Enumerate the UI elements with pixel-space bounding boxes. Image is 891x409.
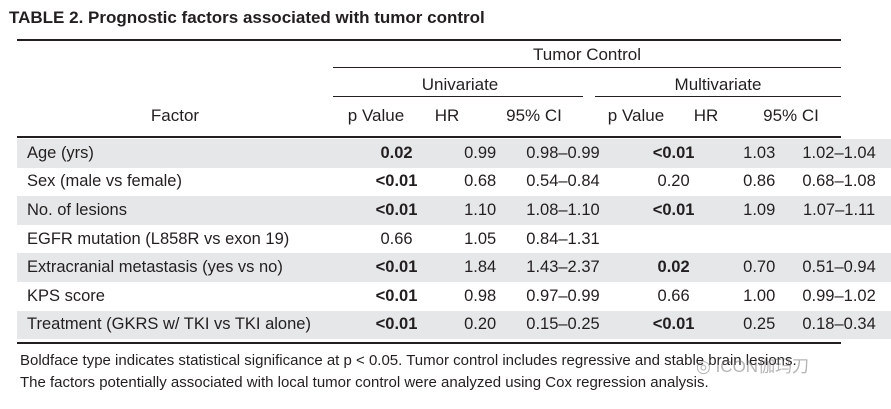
univariate-ci-cell: 0.98–0.99	[510, 139, 616, 168]
univariate-p-cell: 0.02	[342, 139, 451, 168]
table-title: TABLE 2. Prognostic factors associated w…	[9, 8, 485, 27]
multivariate-header: Multivariate	[674, 75, 762, 94]
univariate-ci-cell: 0.54–0.84	[526, 172, 600, 191]
univariate-hr-cell: 0.68	[464, 172, 497, 191]
table-row: Sex (male vs female) <0.01 0.68 0.54–0.8…	[17, 168, 891, 197]
univariate-ci-cell: 1.08–1.10	[510, 196, 616, 225]
univariate-p-cell: <0.01	[342, 253, 451, 282]
univariate-ci-cell: 1.43–2.37	[510, 253, 616, 282]
factor-cell: No. of lesions	[17, 196, 343, 225]
factor-cell: Extracranial metastasis (yes vs no)	[17, 253, 343, 282]
univariate-p-cell: <0.01	[375, 172, 418, 191]
multivariate-hr-cell: 0.86	[743, 172, 776, 191]
factor-cell: Age (yrs)	[17, 139, 343, 168]
multivariate-p-cell: 0.20	[657, 172, 690, 191]
multivariate-p-cell: 0.02	[615, 253, 732, 282]
col-header-multivariate-p: p Value	[607, 106, 665, 125]
univariate-rule	[333, 96, 583, 97]
watermark: ◎ ICON伽玛刀	[696, 352, 809, 377]
multivariate-p-cell: <0.01	[615, 310, 732, 340]
multivariate-hr-cell: 1.09	[731, 196, 788, 225]
tumor-control-header: Tumor Control	[532, 45, 642, 64]
data-table: Age (yrs) 0.02 0.99 0.98–0.99 <0.01 1.03…	[17, 139, 891, 340]
group-rule	[333, 67, 841, 68]
table-row: No. of lesions <0.01 1.10 1.08–1.10 <0.0…	[17, 196, 891, 225]
univariate-hr-cell: 1.84	[450, 253, 511, 282]
multivariate-hr-cell: 0.70	[731, 253, 788, 282]
univariate-ci-cell: 0.97–0.99	[526, 286, 600, 305]
footnote-analysis: The factors potentially associated with …	[20, 374, 709, 391]
table-row: Treatment (GKRS w/ TKI vs TKI alone) <0.…	[17, 310, 891, 340]
col-header-multivariate-hr: HR	[693, 106, 719, 125]
univariate-p-cell: 0.66	[380, 229, 413, 248]
univariate-hr-cell: 0.98	[464, 286, 497, 305]
table-row: KPS score <0.01 0.98 0.97–0.99 0.66 1.00…	[17, 282, 891, 311]
multivariate-p-cell: 0.66	[657, 286, 690, 305]
multivariate-p-cell: <0.01	[615, 196, 732, 225]
factor-cell: EGFR mutation (L858R vs exon 19)	[27, 229, 290, 248]
multivariate-ci-cell: 1.07–1.11	[787, 196, 891, 225]
multivariate-ci-cell: 0.68–1.08	[802, 172, 876, 191]
table-row: EGFR mutation (L858R vs exon 19) 0.66 1.…	[17, 225, 891, 254]
univariate-hr-cell: 1.05	[464, 229, 497, 248]
table-row: Extracranial metastasis (yes vs no) <0.0…	[17, 253, 891, 282]
univariate-header: Univariate	[421, 75, 499, 94]
watermark-text: ICON伽玛刀	[715, 357, 810, 376]
univariate-hr-cell: 1.10	[450, 196, 511, 225]
factor-cell: Treatment (GKRS w/ TKI vs TKI alone)	[17, 310, 343, 340]
col-header-univariate-p: p Value	[347, 106, 405, 125]
multivariate-ci-cell: 0.51–0.94	[787, 253, 891, 282]
univariate-p-cell: <0.01	[375, 286, 418, 305]
multivariate-ci-cell	[787, 225, 891, 254]
multivariate-ci-cell: 0.99–1.02	[802, 286, 876, 305]
factor-cell: Sex (male vs female)	[27, 172, 182, 191]
multivariate-p-cell: <0.01	[615, 139, 732, 168]
multivariate-hr-cell: 1.03	[731, 139, 788, 168]
wechat-icon: ◎	[696, 357, 716, 376]
univariate-p-cell: <0.01	[342, 196, 451, 225]
col-header-multivariate-ci: 95% CI	[763, 106, 819, 125]
bottom-rule	[17, 342, 841, 344]
col-header-univariate-ci: 95% CI	[506, 106, 562, 125]
top-rule	[17, 39, 841, 41]
univariate-ci-cell: 0.15–0.25	[510, 310, 616, 340]
multivariate-hr-cell	[731, 225, 787, 254]
footnote-significance: Boldface type indicates statistical sign…	[20, 352, 797, 369]
multivariate-ci-cell: 1.02–1.04	[787, 139, 891, 168]
univariate-p-cell: <0.01	[342, 310, 451, 340]
multivariate-hr-cell: 0.25	[731, 310, 788, 340]
multivariate-rule	[595, 96, 841, 97]
multivariate-hr-cell: 1.00	[743, 286, 776, 305]
multivariate-p-cell	[616, 225, 731, 254]
table-row: Age (yrs) 0.02 0.99 0.98–0.99 <0.01 1.03…	[17, 139, 891, 168]
univariate-ci-cell: 0.84–1.31	[526, 229, 600, 248]
col-header-univariate-hr: HR	[434, 106, 460, 125]
multivariate-ci-cell: 0.18–0.34	[787, 310, 891, 340]
factor-cell: KPS score	[27, 286, 105, 305]
univariate-hr-cell: 0.20	[450, 310, 511, 340]
factor-header: Factor	[150, 106, 200, 125]
univariate-hr-cell: 0.99	[450, 139, 511, 168]
header-rule	[17, 136, 841, 138]
